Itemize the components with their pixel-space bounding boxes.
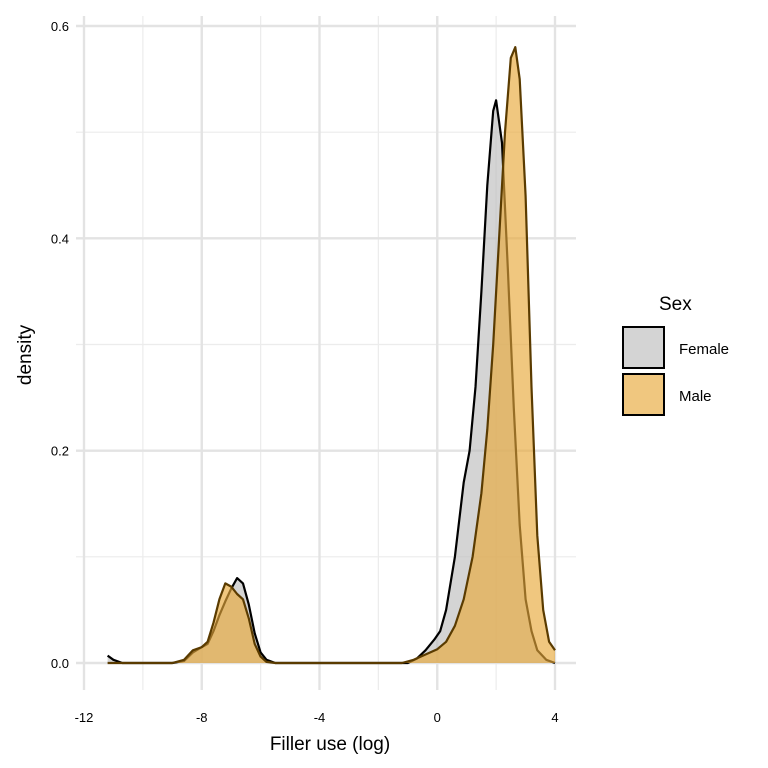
legend-key-female xyxy=(622,326,665,369)
y-axis-title: density xyxy=(15,324,36,385)
x-tick-label: -12 xyxy=(75,710,94,725)
legend-title: Sex xyxy=(659,294,692,315)
x-tick-label: 4 xyxy=(551,710,558,725)
legend-label-male: Male xyxy=(679,388,712,405)
legend-label-female: Female xyxy=(679,341,729,358)
x-axis-title: Filler use (log) xyxy=(270,734,390,755)
y-tick-label: 0.6 xyxy=(51,19,69,34)
y-tick-label: 0.2 xyxy=(51,444,69,459)
density-area-male xyxy=(107,47,555,663)
x-axis-ticks: -12 -8 -4 0 4 xyxy=(75,710,559,725)
density-line-male xyxy=(107,46,556,665)
x-tick-label: 0 xyxy=(434,710,441,725)
x-tick-label: -8 xyxy=(196,710,208,725)
series-layer xyxy=(106,46,556,665)
legend: Sex Female Male xyxy=(622,294,729,416)
y-tick-label: 0.4 xyxy=(51,231,69,246)
y-tick-label: 0.0 xyxy=(51,656,69,671)
x-tick-label: -4 xyxy=(314,710,326,725)
y-axis-ticks: 0.0 0.2 0.4 0.6 xyxy=(51,19,69,671)
legend-key-male xyxy=(622,373,665,416)
